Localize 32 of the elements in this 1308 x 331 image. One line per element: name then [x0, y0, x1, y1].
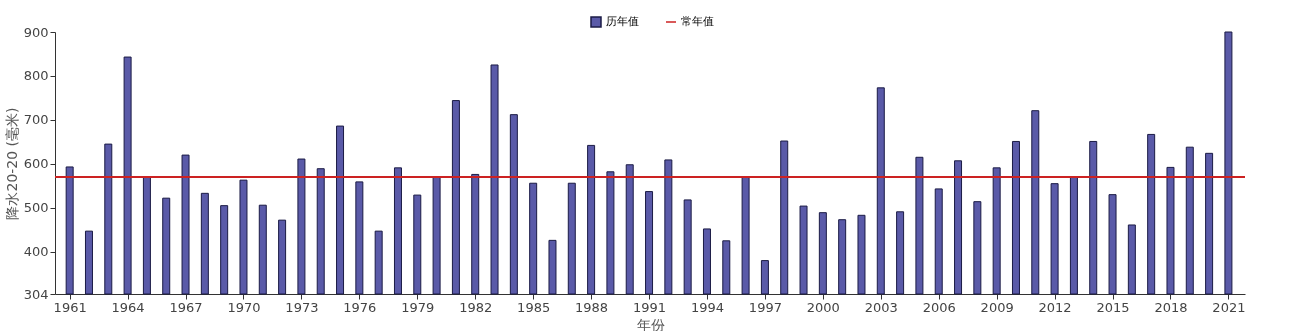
x-tick-label: 1979: [401, 299, 435, 315]
legend-label: 历年值: [606, 15, 639, 28]
x-tick-label: 1994: [690, 299, 725, 315]
x-tick-label: 1985: [517, 299, 551, 315]
x-tick-label: 1997: [748, 299, 782, 315]
x-tick-label: 1991: [632, 299, 667, 315]
x-tick-label: 1961: [53, 299, 87, 315]
x-tick-label: 1988: [575, 299, 609, 315]
x-tick-label: 2003: [864, 299, 898, 315]
x-tick-label: 2009: [980, 299, 1014, 315]
x-tick-label: 2006: [922, 299, 956, 315]
x-tick-label: 1982: [459, 299, 493, 315]
y-tick-label: 900: [23, 24, 49, 40]
x-tick-label: 1976: [343, 299, 377, 315]
y-tick-label: 800: [23, 68, 49, 84]
y-tick-label: 304: [23, 286, 49, 302]
x-tick-label: 1964: [111, 299, 145, 315]
x-tick-label: 2000: [806, 299, 840, 315]
x-tick-label: 2018: [1154, 299, 1188, 315]
x-tick-label: 1967: [169, 299, 203, 315]
x-tick-label: 2012: [1038, 299, 1072, 315]
x-tick-label: 2015: [1096, 299, 1130, 315]
y-tick-label: 400: [23, 244, 49, 260]
y-tick-label: 500: [23, 200, 49, 216]
y-tick-label: 600: [23, 156, 49, 172]
x-axis-title: 年份: [636, 316, 665, 331]
y-tick-label: 700: [23, 112, 49, 128]
x-tick-label: 2021: [1212, 299, 1246, 315]
y-axis-title: 降水20-20 (毫米): [3, 107, 20, 220]
x-tick-label: 1970: [227, 299, 261, 315]
legend-label: 常年值: [681, 15, 714, 28]
x-tick-label: 1973: [285, 299, 319, 315]
